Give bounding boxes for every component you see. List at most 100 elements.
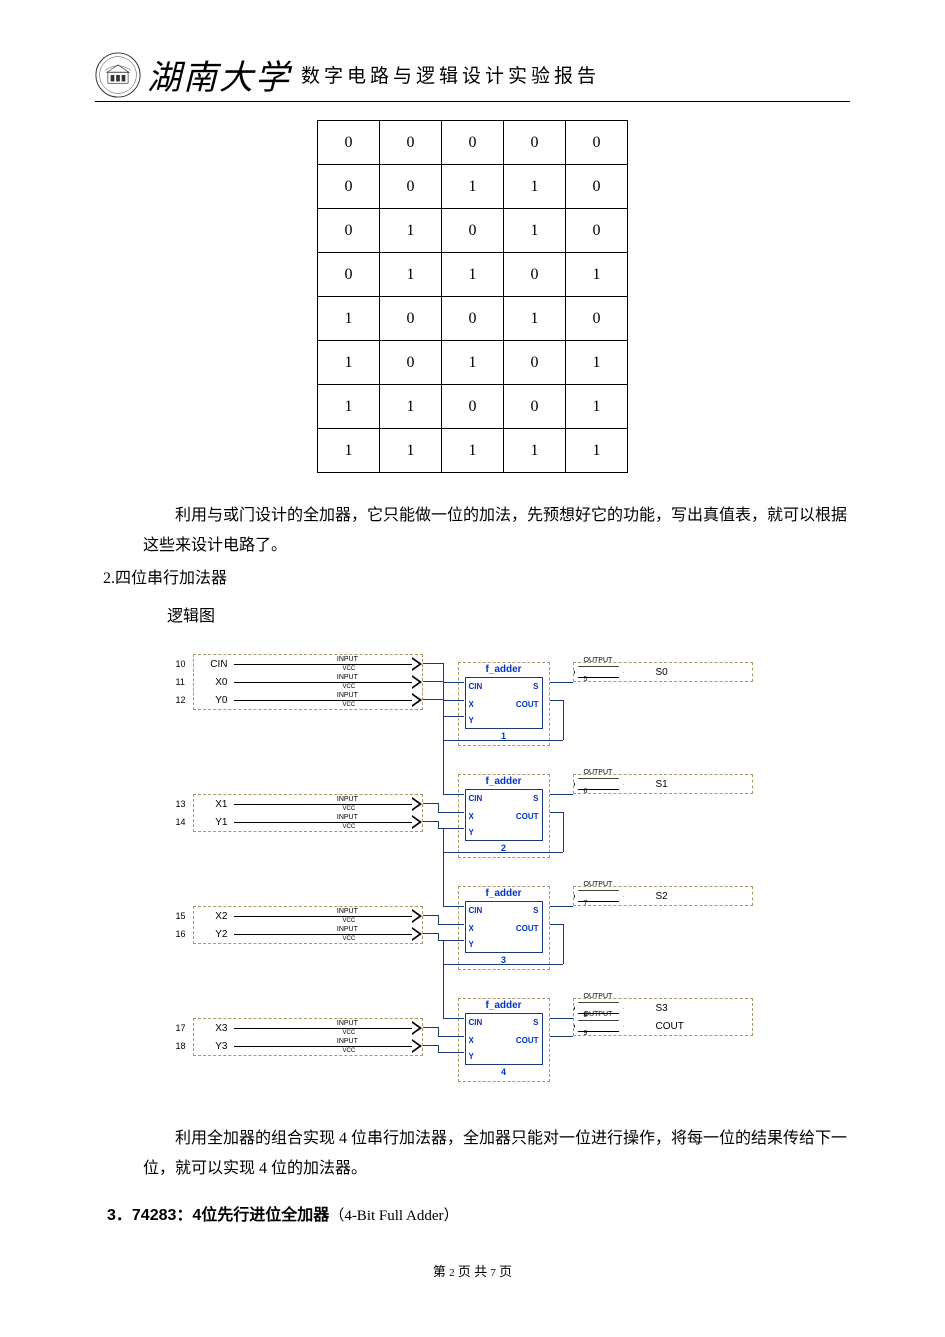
table-cell: 1: [380, 385, 442, 429]
table-cell: 0: [380, 341, 442, 385]
table-cell: 0: [442, 297, 504, 341]
block-title: f_adder: [459, 663, 549, 677]
table-cell: 1: [318, 385, 380, 429]
section-2-subtitle: 逻辑图: [167, 602, 850, 626]
port-y: Y: [469, 828, 474, 837]
input-pin-icon: INPUT VCC: [234, 675, 422, 689]
port-cout: COUT: [516, 924, 539, 933]
table-cell: 1: [442, 341, 504, 385]
table-row: 10010: [318, 297, 628, 341]
pin-number: 13: [176, 799, 186, 809]
table-cell: 1: [566, 253, 628, 297]
table-cell: 1: [442, 165, 504, 209]
pin-number: 16: [176, 929, 186, 939]
input-group: 15 X2 INPUT VCC 16 Y2 INPUT VCC: [193, 906, 423, 944]
output-label: S0: [656, 667, 668, 678]
table-cell: 0: [504, 341, 566, 385]
table-cell: 0: [380, 165, 442, 209]
adder-stage: 10 CIN INPUT VCC 11 X0 INPUT VCC 12 Y0 I…: [193, 654, 753, 766]
signal-label: X1: [194, 799, 234, 810]
port-s: S: [533, 682, 538, 691]
page-header: 湖南大学 数字电路与逻辑设计实验报告: [95, 50, 850, 102]
pin-number: 10: [176, 659, 186, 669]
section-3-eng: （4-Bit Full Adder）: [329, 1208, 458, 1224]
table-cell: 1: [380, 253, 442, 297]
block-title: f_adder: [459, 999, 549, 1013]
table-cell: 1: [442, 429, 504, 473]
pin-number: 11: [176, 677, 185, 687]
footer-prefix: 第: [433, 1264, 446, 1279]
table-cell: 0: [566, 209, 628, 253]
table-cell: 1: [566, 429, 628, 473]
output-pin-row: OUTPUT 9 COUT: [574, 1017, 752, 1035]
port-s: S: [533, 906, 538, 915]
port-cin: CIN: [469, 1018, 483, 1027]
logic-diagram: 10 CIN INPUT VCC 11 X0 INPUT VCC 12 Y0 I…: [193, 654, 753, 1102]
output-group: OUTPUT 8 S3 OUTPUT 9 COUT: [573, 998, 753, 1036]
table-cell: 1: [566, 341, 628, 385]
input-group: 13 X1 INPUT VCC 14 Y1 INPUT VCC: [193, 794, 423, 832]
table-row: 11001: [318, 385, 628, 429]
table-row: 11111: [318, 429, 628, 473]
input-pin-row: 17 X3 INPUT VCC: [194, 1019, 422, 1037]
output-pin-row: OUTPUT 7 S2: [574, 887, 752, 905]
table-row: 00110: [318, 165, 628, 209]
university-logo-icon: [95, 52, 141, 98]
pin-number: 15: [176, 911, 186, 921]
table-cell: 0: [442, 209, 504, 253]
signal-label: Y3: [194, 1041, 234, 1052]
port-cin: CIN: [469, 794, 483, 803]
table-cell: 0: [566, 297, 628, 341]
output-group: OUTPUT 5 S0: [573, 662, 753, 682]
input-pin-row: 13 X1 INPUT VCC: [194, 795, 422, 813]
table-cell: 0: [504, 253, 566, 297]
input-pin-row: 12 Y0 INPUT VCC: [194, 691, 422, 709]
port-x: X: [469, 924, 474, 933]
section-3-title: 3．74283：4位先行进位全加器（4-Bit Full Adder）: [107, 1201, 850, 1225]
table-row: 01010: [318, 209, 628, 253]
output-label: S1: [656, 779, 668, 790]
adder-stage: 15 X2 INPUT VCC 16 Y2 INPUT VCC f_adder …: [193, 878, 753, 990]
output-group: OUTPUT 6 S1: [573, 774, 753, 794]
block-body: CIN X Y S COUT: [465, 901, 543, 953]
truth-table: 0000000110010100110110010101011100111111: [317, 120, 628, 473]
page-footer: 第 2 页 共 7 页: [95, 1261, 850, 1280]
port-y: Y: [469, 716, 474, 725]
input-pin-icon: INPUT VCC: [234, 657, 422, 671]
table-row: 01101: [318, 253, 628, 297]
output-pin-row: OUTPUT 5 S0: [574, 663, 752, 681]
port-cout: COUT: [516, 812, 539, 821]
signal-label: Y1: [194, 817, 234, 828]
input-pin-icon: INPUT VCC: [234, 797, 422, 811]
table-cell: 0: [318, 253, 380, 297]
table-cell: 0: [442, 385, 504, 429]
paragraph-2: 利用全加器的组合实现 4 位串行加法器，全加器只能对一位进行操作，将每一位的结果…: [143, 1124, 850, 1183]
table-cell: 1: [442, 253, 504, 297]
pin-number: 18: [176, 1041, 186, 1051]
port-s: S: [533, 1018, 538, 1027]
adder-stage: 17 X3 INPUT VCC 18 Y3 INPUT VCC f_adder …: [193, 990, 753, 1102]
output-label: S3: [656, 1003, 668, 1014]
output-pin-icon: OUTPUT 6: [574, 778, 644, 790]
f-adder-block: f_adder CIN X Y S COUT 3: [458, 886, 550, 970]
table-cell: 1: [566, 385, 628, 429]
table-cell: 1: [380, 209, 442, 253]
report-title: 数字电路与逻辑设计实验报告: [301, 61, 600, 88]
output-label: COUT: [656, 1021, 684, 1032]
table-cell: 1: [504, 429, 566, 473]
paragraph-1: 利用与或门设计的全加器，它只能做一位的加法，先预想好它的功能，写出真值表，就可以…: [143, 501, 850, 560]
port-cout: COUT: [516, 1036, 539, 1045]
table-cell: 0: [566, 165, 628, 209]
input-pin-icon: INPUT VCC: [234, 1021, 422, 1035]
block-title: f_adder: [459, 887, 549, 901]
document-page: 湖南大学 数字电路与逻辑设计实验报告 000000011001010011011…: [0, 0, 945, 1320]
input-pin-row: 10 CIN INPUT VCC: [194, 655, 422, 673]
table-cell: 0: [442, 121, 504, 165]
table-cell: 0: [318, 165, 380, 209]
port-cin: CIN: [469, 682, 483, 691]
input-pin-icon: INPUT VCC: [234, 1039, 422, 1053]
instance-number: 4: [459, 1067, 549, 1077]
block-body: CIN X Y S COUT: [465, 1013, 543, 1065]
signal-label: X2: [194, 911, 234, 922]
input-pin-row: 16 Y2 INPUT VCC: [194, 925, 422, 943]
